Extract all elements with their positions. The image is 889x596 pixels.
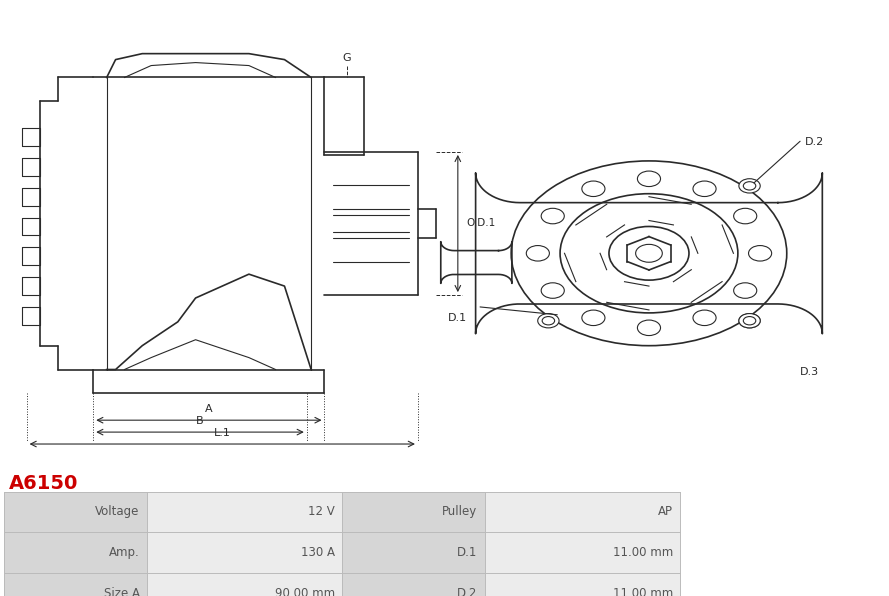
- Text: Pulley: Pulley: [442, 505, 477, 519]
- Text: G: G: [342, 52, 351, 63]
- FancyBboxPatch shape: [485, 573, 680, 596]
- FancyBboxPatch shape: [485, 492, 680, 532]
- Text: A6150: A6150: [9, 474, 78, 493]
- FancyBboxPatch shape: [342, 573, 485, 596]
- FancyBboxPatch shape: [4, 532, 147, 573]
- Circle shape: [739, 313, 760, 328]
- Text: Amp.: Amp.: [108, 546, 140, 559]
- Text: 130 A: 130 A: [301, 546, 335, 559]
- FancyBboxPatch shape: [147, 532, 342, 573]
- Circle shape: [739, 313, 760, 328]
- Circle shape: [739, 179, 760, 193]
- Text: D.3: D.3: [800, 367, 820, 377]
- FancyBboxPatch shape: [147, 573, 342, 596]
- Text: Size A: Size A: [104, 586, 140, 596]
- Text: 90.00 mm: 90.00 mm: [275, 586, 335, 596]
- Text: A: A: [205, 404, 212, 414]
- FancyBboxPatch shape: [4, 492, 147, 532]
- Text: O.D.1: O.D.1: [467, 219, 496, 228]
- FancyBboxPatch shape: [485, 532, 680, 573]
- Text: D.2: D.2: [457, 586, 477, 596]
- Text: D.1: D.1: [447, 313, 467, 323]
- FancyBboxPatch shape: [147, 492, 342, 532]
- FancyBboxPatch shape: [342, 492, 485, 532]
- Text: B: B: [196, 416, 204, 426]
- Text: 12 V: 12 V: [308, 505, 335, 519]
- Text: D.1: D.1: [457, 546, 477, 559]
- Text: D.2: D.2: [805, 137, 824, 147]
- Text: AP: AP: [658, 505, 673, 519]
- Text: 11.00 mm: 11.00 mm: [613, 546, 673, 559]
- Circle shape: [538, 313, 559, 328]
- Text: L.1: L.1: [214, 428, 230, 438]
- Text: 11.00 mm: 11.00 mm: [613, 586, 673, 596]
- FancyBboxPatch shape: [4, 573, 147, 596]
- Text: Voltage: Voltage: [95, 505, 140, 519]
- FancyBboxPatch shape: [342, 532, 485, 573]
